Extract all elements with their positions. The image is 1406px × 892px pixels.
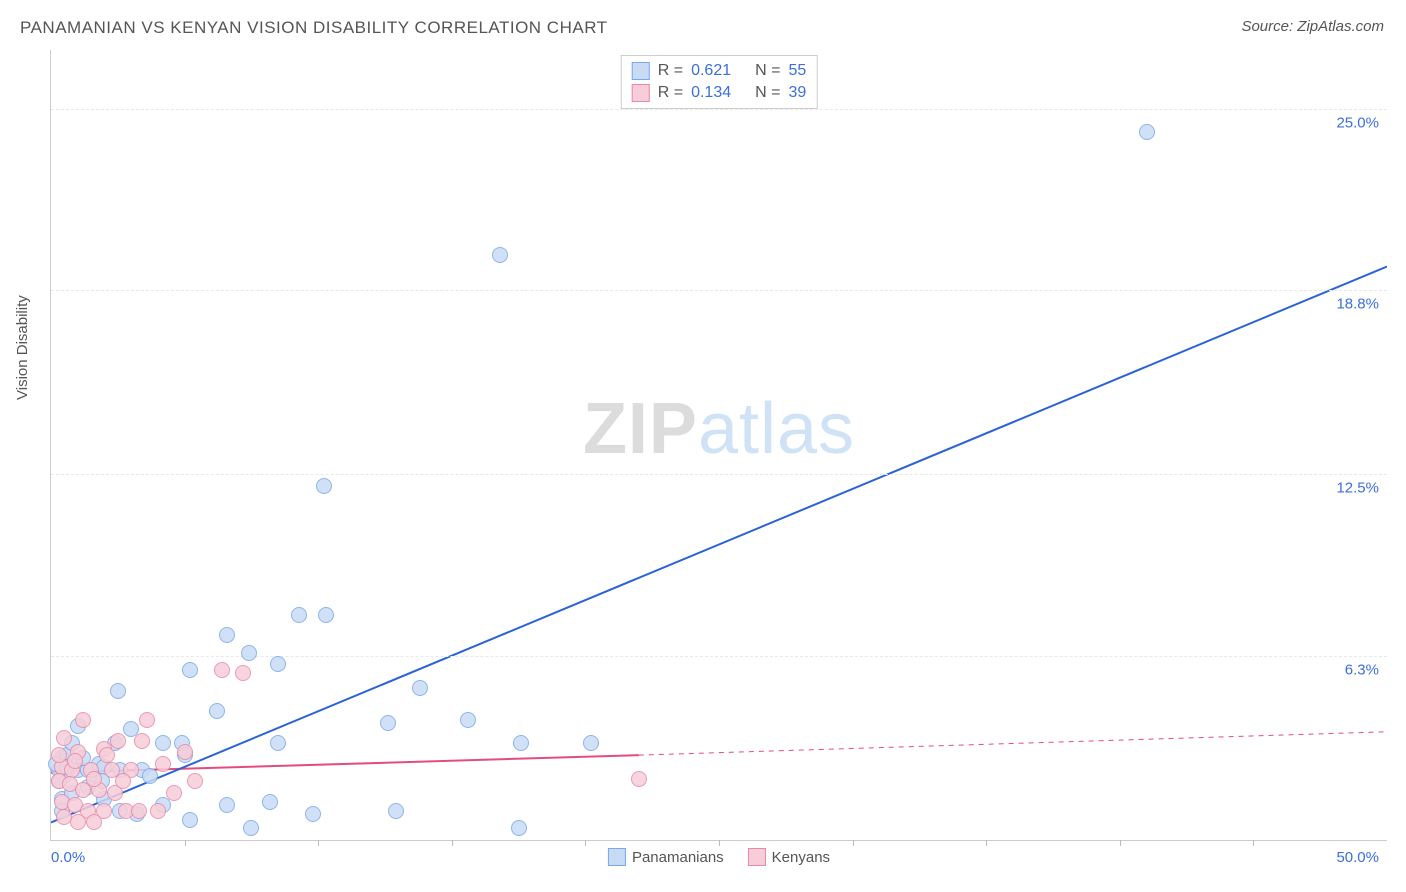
gridline — [51, 109, 1387, 110]
data-point — [380, 715, 396, 731]
data-point — [150, 803, 166, 819]
data-point — [388, 803, 404, 819]
r-label: R = — [658, 82, 683, 104]
data-point — [219, 797, 235, 813]
stats-row: R = 0.134 N = 39 — [632, 82, 807, 104]
data-point — [115, 773, 131, 789]
plot-area: ZIPatlas R =0.621N =55R =0.134N =39 Pana… — [50, 50, 1387, 841]
data-point — [139, 712, 155, 728]
legend-label: Kenyans — [772, 849, 830, 866]
x-tick — [452, 840, 453, 846]
trend-line — [639, 732, 1387, 755]
data-point — [219, 627, 235, 643]
x-tick — [1253, 840, 1254, 846]
data-point — [51, 747, 67, 763]
y-axis-title: Vision Disability — [14, 295, 31, 400]
stats-row: R = 0.621 N = 55 — [632, 60, 807, 82]
chart-title: PANAMANIAN VS KENYAN VISION DISABILITY C… — [20, 18, 608, 38]
data-point — [209, 703, 225, 719]
x-tick — [719, 840, 720, 846]
data-point — [305, 806, 321, 822]
x-min-label: 0.0% — [51, 849, 85, 866]
gridline — [51, 290, 1387, 291]
data-point — [631, 771, 647, 787]
data-point — [492, 247, 508, 263]
watermark-bold: ZIP — [583, 389, 698, 469]
data-point — [56, 730, 72, 746]
data-point — [291, 607, 307, 623]
x-tick — [986, 840, 987, 846]
data-point — [1139, 124, 1155, 140]
trend-lines — [51, 50, 1387, 840]
data-point — [460, 712, 476, 728]
x-tick — [318, 840, 319, 846]
data-point — [243, 820, 259, 836]
legend-swatch — [748, 848, 766, 866]
data-point — [318, 607, 334, 623]
n-value: 55 — [788, 60, 806, 82]
watermark-light: atlas — [698, 389, 855, 469]
data-point — [316, 478, 332, 494]
y-tick-label: 12.5% — [1336, 480, 1379, 497]
data-point — [182, 812, 198, 828]
data-point — [155, 756, 171, 772]
y-tick-label: 25.0% — [1336, 114, 1379, 131]
data-point — [70, 814, 86, 830]
y-tick-label: 6.3% — [1345, 661, 1379, 678]
gridline — [51, 474, 1387, 475]
legend-swatch — [608, 848, 626, 866]
legend-swatch — [632, 84, 650, 102]
x-tick — [585, 840, 586, 846]
n-label: N = — [755, 82, 780, 104]
data-point — [187, 773, 203, 789]
data-point — [214, 662, 230, 678]
legend-label: Panamanians — [632, 849, 724, 866]
data-point — [412, 680, 428, 696]
series-legend: Panamanians Kenyans — [608, 848, 830, 866]
stats-legend: R = 0.621 N = 55 R = 0.134 N = 39 — [621, 55, 818, 109]
data-point — [110, 733, 126, 749]
data-point — [99, 747, 115, 763]
data-point — [177, 744, 193, 760]
data-point — [134, 733, 150, 749]
data-point — [155, 735, 171, 751]
data-point — [511, 820, 527, 836]
watermark: ZIPatlas — [583, 388, 855, 470]
data-point — [583, 735, 599, 751]
data-point — [67, 753, 83, 769]
data-point — [75, 712, 91, 728]
n-value: 39 — [788, 82, 806, 104]
source-label: Source: ZipAtlas.com — [1241, 18, 1384, 35]
legend-item: Kenyans — [748, 848, 830, 866]
data-point — [235, 665, 251, 681]
data-point — [262, 794, 278, 810]
data-point — [86, 814, 102, 830]
trend-line — [51, 267, 1387, 823]
legend-item: Panamanians — [608, 848, 724, 866]
r-label: R = — [658, 60, 683, 82]
legend-swatch — [632, 62, 650, 80]
r-value: 0.621 — [691, 60, 731, 82]
data-point — [110, 683, 126, 699]
r-value: 0.134 — [691, 82, 731, 104]
data-point — [166, 785, 182, 801]
data-point — [86, 771, 102, 787]
n-label: N = — [755, 60, 780, 82]
data-point — [241, 645, 257, 661]
x-max-label: 50.0% — [1336, 849, 1379, 866]
x-tick — [185, 840, 186, 846]
data-point — [142, 768, 158, 784]
y-tick-label: 18.8% — [1336, 295, 1379, 312]
x-tick — [853, 840, 854, 846]
data-point — [270, 735, 286, 751]
data-point — [182, 662, 198, 678]
data-point — [131, 803, 147, 819]
data-point — [270, 656, 286, 672]
data-point — [513, 735, 529, 751]
x-tick — [1120, 840, 1121, 846]
